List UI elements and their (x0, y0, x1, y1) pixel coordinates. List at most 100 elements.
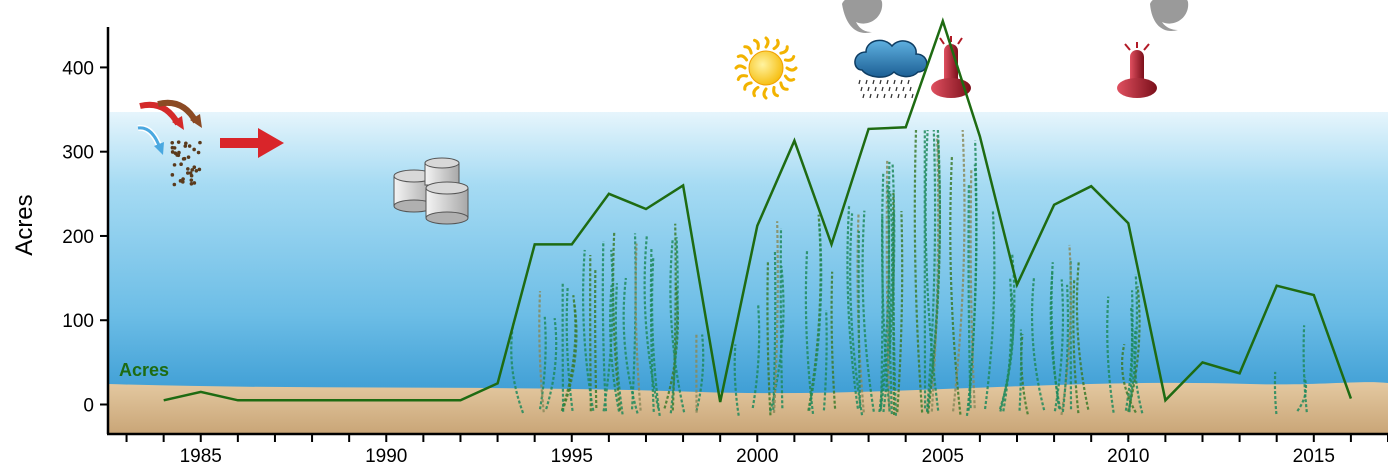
seagrass-blade (538, 316, 547, 410)
sediment-particle (194, 168, 199, 173)
rain-drops (858, 79, 914, 99)
sediment-particle (186, 155, 191, 159)
rain-drop (876, 93, 879, 99)
y-tick-label: 100 (62, 311, 94, 332)
seagrass-blade (925, 129, 937, 412)
water-background (108, 112, 1388, 402)
x-tick-label: 2010 (1107, 446, 1149, 467)
sun-ray (762, 87, 768, 100)
seagrass-blade (634, 243, 642, 411)
seagrass-blade (1127, 286, 1141, 412)
smoke-cloud-icon (1150, 0, 1189, 31)
sediment-particle (198, 140, 202, 145)
rain-drop (888, 86, 891, 92)
sun-ray (772, 85, 779, 98)
rain-drop (890, 93, 893, 99)
seagrass-blade (602, 249, 614, 412)
sun-ray (743, 45, 753, 55)
seagrass-blade (601, 241, 608, 412)
sun-ray (752, 85, 760, 98)
rain-drop (893, 79, 896, 85)
rain-drop (902, 86, 905, 92)
rain-drop (862, 93, 865, 99)
sediment-particle (192, 181, 197, 185)
x-tick-label: 2005 (922, 446, 964, 467)
seagrass-blade (804, 250, 815, 415)
storage-tanks-icon (393, 157, 469, 225)
seagrass-blade (560, 295, 577, 412)
rain-drop (869, 93, 872, 99)
seagrass-blade (545, 317, 558, 410)
seagrass-blade (538, 291, 545, 413)
sediment-particle (187, 144, 192, 148)
seagrass-blade (1053, 279, 1065, 412)
sun-ray (736, 54, 749, 62)
seagrass-blade (1002, 277, 1013, 412)
smoke-cloud-icon (842, 0, 883, 33)
seagrass-blade (892, 210, 898, 416)
seagrass-blade (1049, 272, 1062, 410)
sun-icon (734, 36, 798, 100)
rain-drop (867, 86, 870, 92)
seagrass-blade (779, 228, 784, 409)
sun-ray (772, 38, 780, 51)
rain-drop (897, 93, 900, 99)
rain-cloud-icon (854, 39, 928, 99)
seagrass-illustration (510, 129, 1308, 417)
sediment-particle (172, 182, 177, 187)
seagrass-blade (924, 129, 940, 411)
rain-drop (879, 79, 882, 85)
sediment-particle (192, 147, 196, 152)
rain-drop (860, 86, 863, 92)
seagrass-blade (896, 211, 904, 413)
sediment-layer (108, 382, 1388, 434)
thermometer-icon (1117, 42, 1157, 98)
sediment-particle (170, 150, 175, 154)
sediment-particle (182, 156, 187, 161)
x-tick-label: 2015 (1293, 446, 1335, 467)
seagrass-blade (887, 161, 893, 415)
seagrass-blade (1106, 296, 1115, 413)
sun-ray (736, 74, 749, 81)
seagrass-blade (594, 270, 598, 409)
sediment-particle (186, 167, 190, 171)
sun-ray (783, 74, 796, 82)
y-tick-label: 300 (62, 143, 94, 164)
y-tick-label: 200 (62, 227, 94, 248)
y-axis-title: Acres (11, 194, 38, 255)
nutrient-arrows-icon (137, 99, 202, 155)
seagrass-blade (649, 249, 655, 412)
x-tick-label: 2000 (736, 446, 778, 467)
seagrass-blade (669, 240, 686, 413)
red-arrow-icon (220, 128, 284, 158)
rain-drop (904, 93, 907, 99)
rain-drop (872, 79, 875, 85)
seagrass-blade (612, 231, 622, 411)
seagrass-blade (998, 289, 1015, 410)
seagrass-blade (846, 204, 860, 409)
rain-drop (900, 79, 903, 85)
rain-drop (865, 79, 868, 85)
seagrass-blade (565, 287, 574, 411)
sun-ray (734, 64, 747, 70)
seagrass-blade (614, 283, 624, 415)
seagrass-blade (751, 304, 761, 409)
seagrass-blade (609, 285, 621, 412)
seagrass-blade (695, 334, 705, 412)
seagrass-blade (949, 156, 962, 415)
seagrass-blade (930, 135, 940, 412)
sediment-particle (170, 173, 175, 177)
sun-ray (764, 36, 770, 49)
sediment-particle (173, 151, 178, 155)
seagrass-blade (733, 344, 740, 416)
seagrass-blade (1273, 371, 1278, 415)
seagrass-blade (1128, 290, 1134, 413)
seagrass-blade (766, 261, 772, 416)
seagrass-blade (849, 213, 864, 416)
seagrass-blade (1121, 343, 1137, 414)
sediment-particle (170, 145, 175, 150)
sun-ray (779, 81, 789, 91)
sediment-particle (197, 167, 202, 172)
acres-series-line (163, 17, 1353, 403)
